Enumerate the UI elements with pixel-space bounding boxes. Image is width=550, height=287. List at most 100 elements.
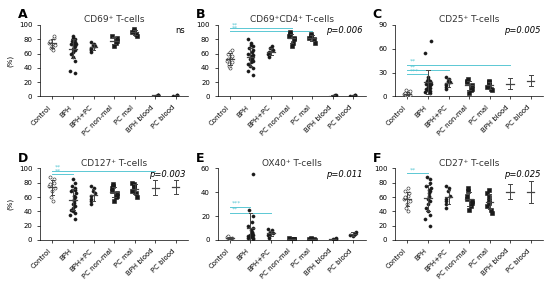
Point bbox=[405, 91, 414, 96]
Point bbox=[508, 80, 516, 84]
Point bbox=[70, 188, 79, 192]
Point bbox=[71, 186, 80, 191]
Point bbox=[109, 198, 118, 203]
Point bbox=[50, 33, 59, 38]
Point bbox=[132, 31, 141, 36]
Point bbox=[487, 208, 496, 212]
Point bbox=[154, 189, 163, 194]
Point bbox=[69, 193, 78, 198]
Point bbox=[509, 189, 518, 194]
Point bbox=[246, 40, 255, 45]
Point bbox=[426, 213, 435, 217]
Point bbox=[528, 195, 537, 199]
Point bbox=[69, 36, 78, 40]
Point bbox=[113, 191, 122, 196]
Point bbox=[72, 191, 80, 196]
Point bbox=[349, 234, 358, 239]
Point bbox=[442, 205, 450, 210]
Point bbox=[246, 57, 255, 62]
Point bbox=[248, 229, 257, 234]
Point bbox=[443, 189, 452, 194]
Point bbox=[128, 30, 136, 34]
Point bbox=[528, 82, 537, 87]
Point bbox=[47, 46, 56, 50]
Point bbox=[400, 195, 409, 199]
Point bbox=[424, 74, 432, 79]
Point bbox=[401, 189, 410, 194]
Point bbox=[249, 65, 257, 70]
Point bbox=[45, 40, 54, 45]
Point bbox=[290, 236, 299, 241]
Point bbox=[529, 70, 537, 75]
Title: CD127⁺ T-cells: CD127⁺ T-cells bbox=[81, 159, 147, 168]
Point bbox=[529, 78, 537, 83]
Text: **: ** bbox=[54, 168, 61, 173]
Point bbox=[426, 86, 434, 90]
Point bbox=[442, 83, 450, 88]
Point bbox=[46, 182, 54, 187]
Point bbox=[174, 184, 183, 189]
Point bbox=[287, 237, 296, 242]
Point bbox=[71, 210, 80, 215]
Point bbox=[87, 46, 96, 51]
Point bbox=[132, 191, 141, 196]
Point bbox=[425, 82, 434, 87]
Text: p=0.025: p=0.025 bbox=[504, 170, 540, 179]
Point bbox=[48, 44, 57, 49]
Point bbox=[86, 40, 95, 44]
Point bbox=[248, 172, 257, 177]
Point bbox=[90, 186, 98, 191]
Point bbox=[71, 71, 80, 75]
Point bbox=[226, 237, 235, 242]
Point bbox=[66, 189, 75, 194]
Point bbox=[69, 43, 78, 47]
Point bbox=[50, 43, 59, 47]
Point bbox=[287, 44, 296, 49]
Point bbox=[400, 196, 409, 201]
Point bbox=[285, 31, 294, 36]
Point bbox=[245, 208, 254, 212]
Point bbox=[223, 57, 232, 62]
Point bbox=[49, 36, 58, 40]
Point bbox=[249, 53, 258, 57]
Point bbox=[248, 233, 257, 238]
Point bbox=[129, 186, 138, 191]
Point bbox=[174, 175, 183, 179]
Text: p=0.003: p=0.003 bbox=[148, 170, 185, 179]
Text: p=0.011: p=0.011 bbox=[326, 170, 362, 179]
Point bbox=[248, 48, 257, 52]
Point bbox=[509, 85, 518, 89]
Point bbox=[289, 237, 298, 242]
Point bbox=[244, 223, 252, 228]
Point bbox=[111, 40, 120, 45]
Point bbox=[508, 195, 517, 199]
Point bbox=[113, 36, 122, 40]
Point bbox=[508, 202, 516, 207]
Point bbox=[401, 90, 410, 95]
Point bbox=[307, 236, 316, 241]
Point bbox=[154, 186, 163, 191]
Point bbox=[130, 182, 139, 187]
Point bbox=[173, 93, 182, 97]
Point bbox=[225, 236, 234, 241]
Point bbox=[331, 237, 340, 241]
Point bbox=[426, 82, 435, 86]
Point bbox=[488, 88, 497, 92]
Point bbox=[265, 234, 273, 239]
Point bbox=[346, 94, 355, 98]
Point bbox=[484, 82, 493, 87]
Point bbox=[404, 193, 413, 198]
Point bbox=[87, 202, 96, 207]
Point bbox=[246, 60, 255, 65]
Text: ***: *** bbox=[232, 200, 241, 205]
Point bbox=[425, 82, 433, 87]
Point bbox=[423, 196, 432, 201]
Point bbox=[67, 51, 75, 56]
Point bbox=[331, 93, 340, 98]
Point bbox=[228, 235, 236, 240]
Point bbox=[67, 184, 76, 189]
Point bbox=[87, 46, 96, 50]
Point bbox=[529, 191, 537, 196]
Point bbox=[311, 237, 320, 242]
Point bbox=[248, 231, 256, 236]
